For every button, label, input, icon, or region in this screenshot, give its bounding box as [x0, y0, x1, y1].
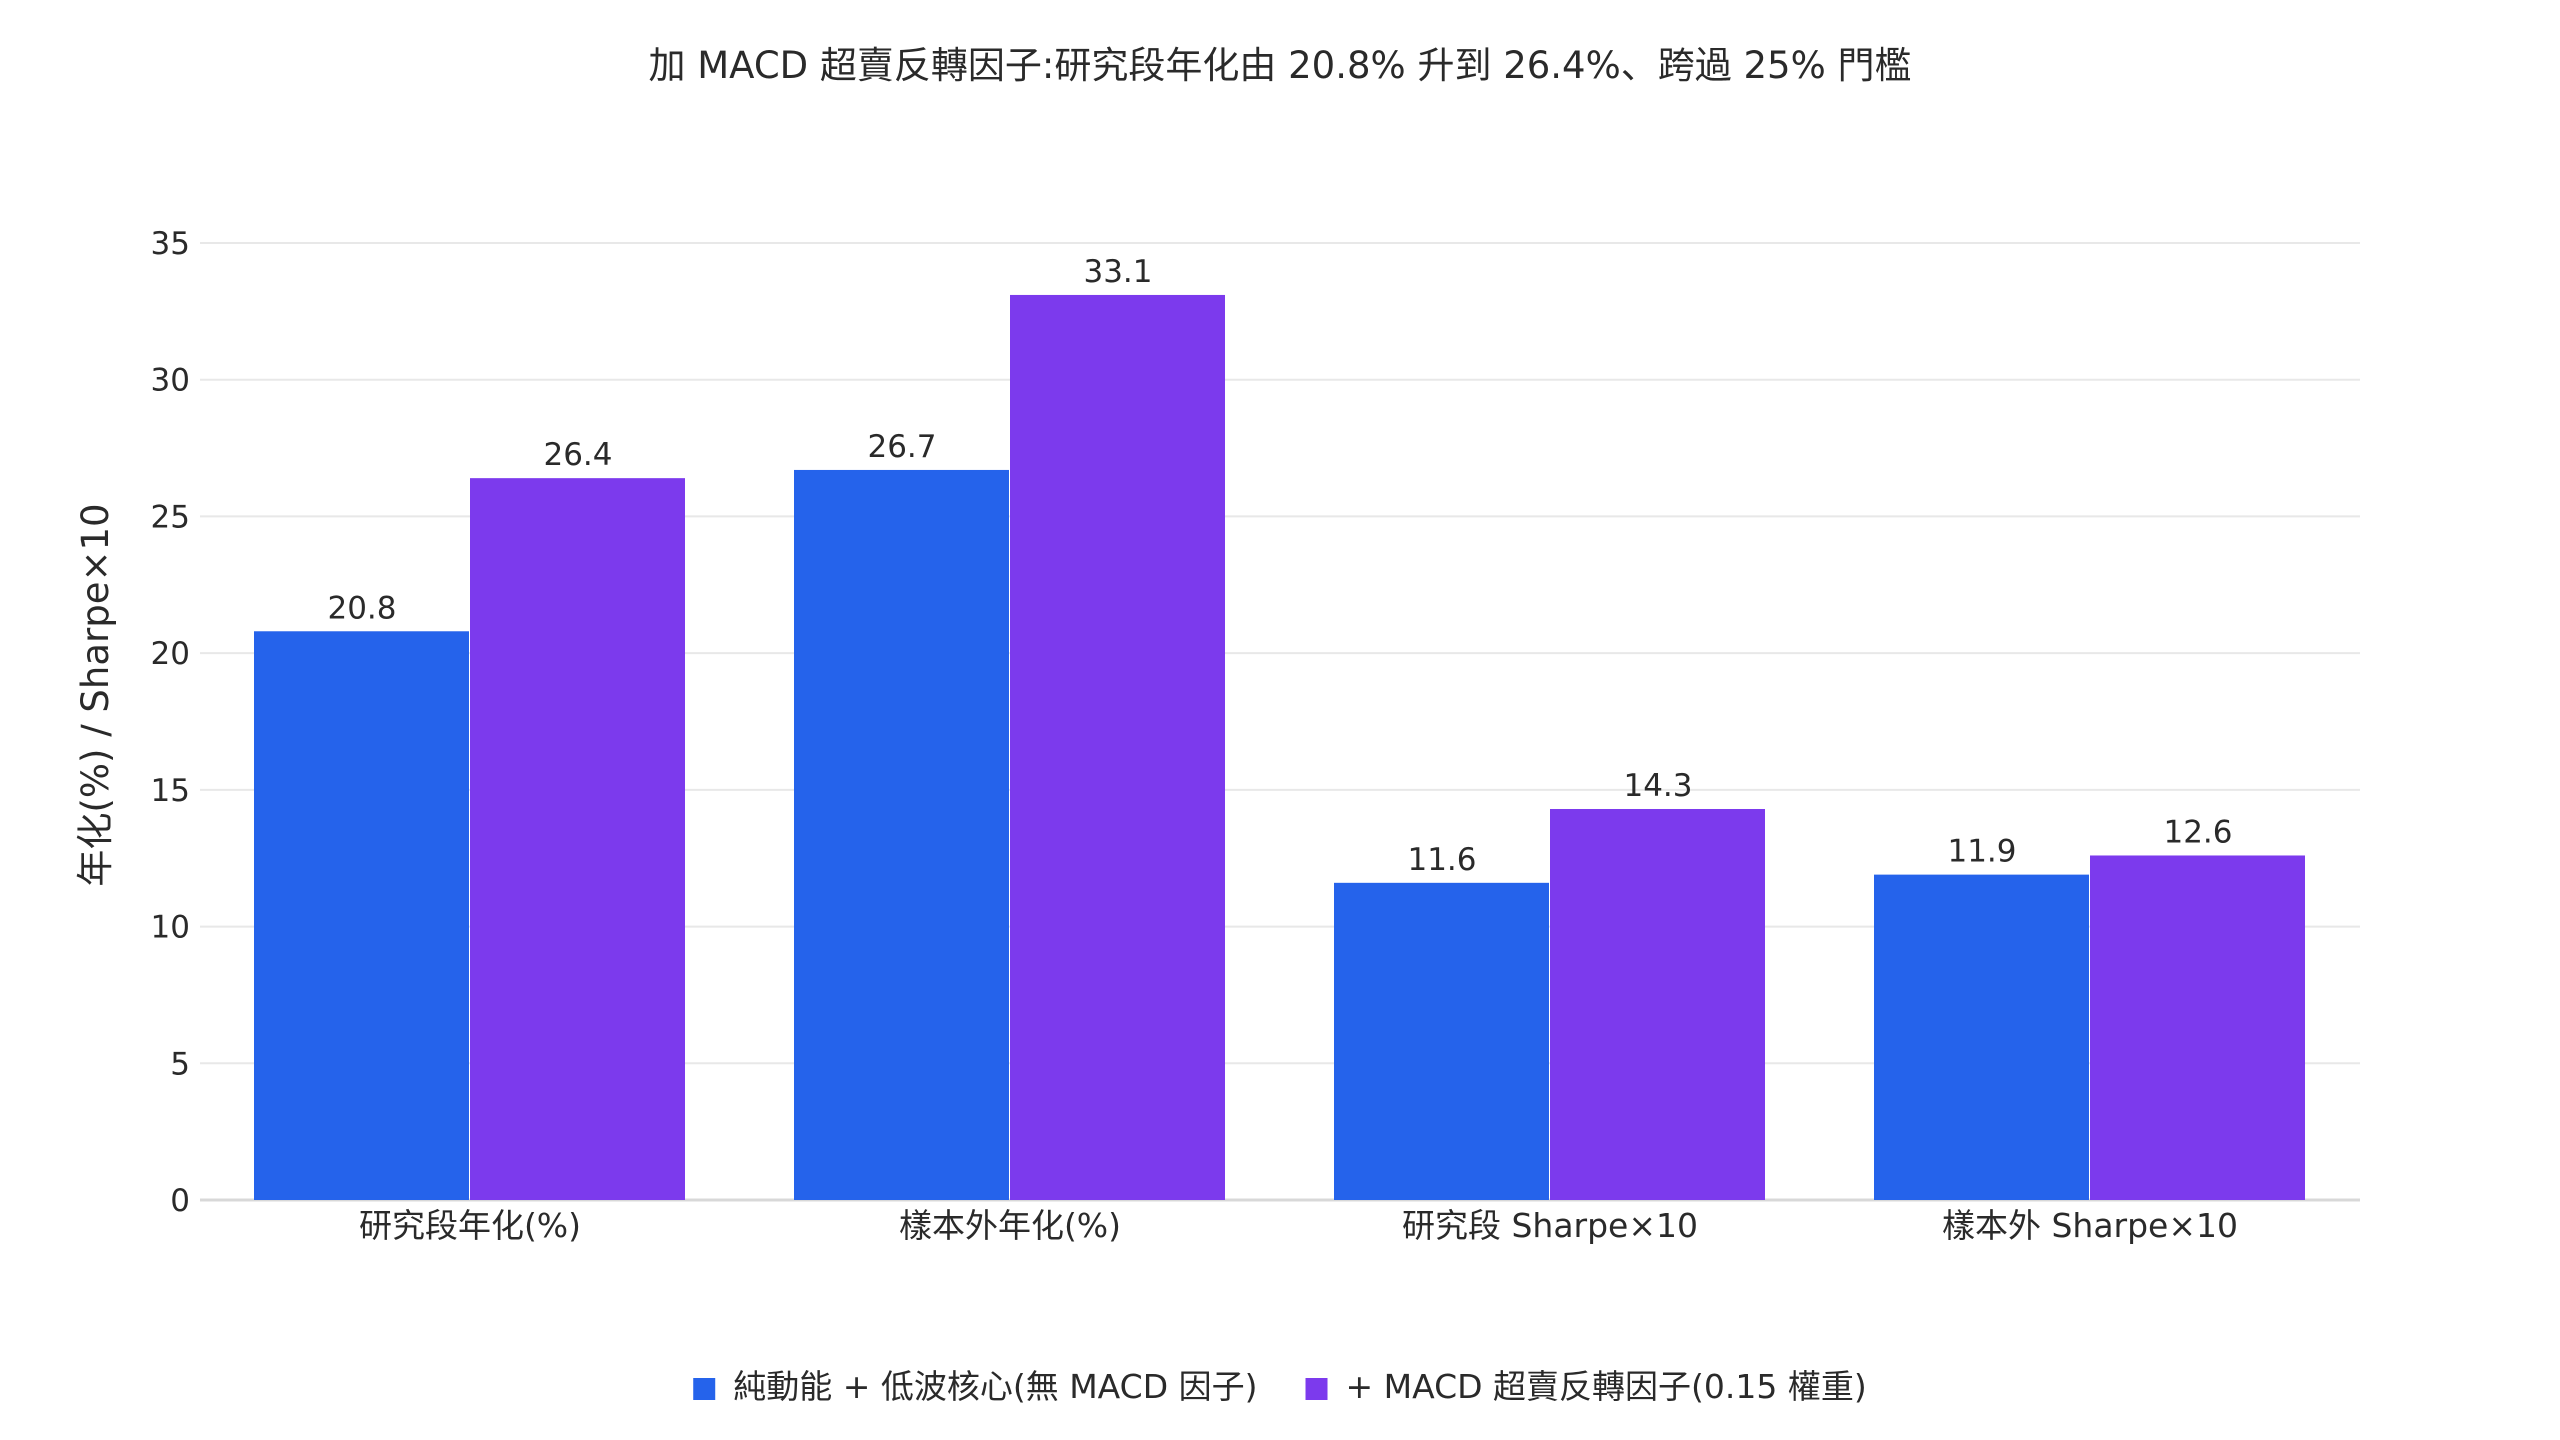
bar [1334, 882, 1549, 1200]
data-label: 12.6 [2163, 814, 2232, 850]
data-label: 11.9 [1947, 834, 2016, 870]
data-label: 26.7 [867, 429, 936, 465]
y-tick-label: 5 [170, 1046, 190, 1082]
chart-title: 加 MACD 超賣反轉因子:研究段年化由 20.8% 升到 26.4%、跨過 2… [648, 44, 1911, 87]
legend-label: + MACD 超賣反轉因子(0.15 權重) [1346, 1367, 1867, 1406]
data-label: 33.1 [1083, 254, 1152, 290]
bar [1010, 294, 1225, 1200]
bars [254, 294, 2305, 1201]
x-category-label: 樣本外年化(%) [899, 1206, 1121, 1245]
legend-swatch [693, 1378, 716, 1400]
data-label: 20.8 [327, 590, 396, 626]
bar [470, 478, 685, 1200]
x-category-label: 研究段 Sharpe×10 [1402, 1206, 1698, 1245]
legend-swatch [1305, 1378, 1328, 1400]
data-label: 26.4 [543, 437, 612, 473]
legend-item: + MACD 超賣反轉因子(0.15 權重) [1305, 1367, 1867, 1406]
bar [1550, 808, 1765, 1200]
y-axis-label: 年化(%) / Sharpe×10 [74, 503, 117, 886]
bar [254, 631, 469, 1200]
data-label: 11.6 [1407, 842, 1476, 878]
legend-item: 純動能 + 低波核心(無 MACD 因子) [693, 1367, 1258, 1406]
legend: 純動能 + 低波核心(無 MACD 因子) + MACD 超賣反轉因子(0.15 … [693, 1367, 1867, 1406]
y-tick-label: 35 [151, 226, 190, 262]
y-tick-label: 20 [151, 636, 190, 672]
y-tick-label: 10 [151, 910, 190, 946]
y-axis-ticks: 0 5 10 15 20 25 30 35 [151, 226, 190, 1219]
x-category-label: 研究段年化(%) [359, 1206, 581, 1245]
bar [1874, 874, 2089, 1200]
y-tick-label: 25 [151, 499, 190, 535]
bar [794, 469, 1009, 1201]
data-label: 14.3 [1623, 768, 1692, 804]
bar [2090, 855, 2305, 1200]
legend-label: 純動能 + 低波核心(無 MACD 因子) [733, 1367, 1257, 1406]
y-tick-label: 15 [151, 773, 190, 809]
data-labels: 20.8 26.4 26.7 33.1 11.6 14.3 11.9 12.6 [327, 254, 2232, 878]
y-tick-label: 30 [151, 363, 190, 399]
x-category-label: 樣本外 Sharpe×10 [1942, 1206, 2238, 1245]
x-axis-categories: 研究段年化(%) 樣本外年化(%) 研究段 Sharpe×10 樣本外 Sharpe×… [359, 1206, 2238, 1245]
y-tick-label: 0 [170, 1183, 190, 1219]
